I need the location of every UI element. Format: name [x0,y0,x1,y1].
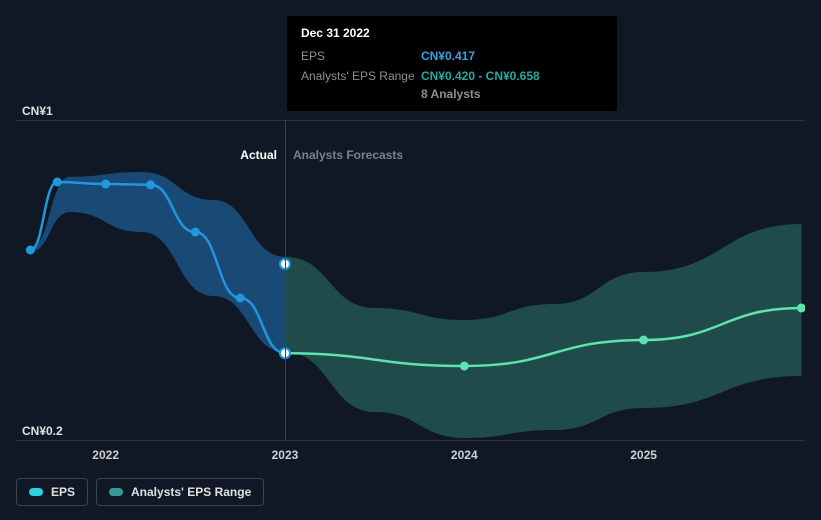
tooltip-analyst-count: 8 Analysts [421,87,603,101]
actual-forecast-divider [285,120,286,440]
tooltip-date: Dec 31 2022 [301,26,603,40]
eps-chart: CN¥1CN¥0.2ActualAnalysts Forecasts202220… [16,120,805,440]
y-gridline [16,440,805,441]
legend-item-eps[interactable]: EPS [16,478,88,506]
legend-item-range[interactable]: Analysts' EPS Range [96,478,264,506]
x-axis-label: 2025 [630,448,657,462]
tooltip-row: EPSCN¥0.417 [301,46,603,66]
y-axis-label: CN¥0.2 [22,424,63,438]
legend-swatch-eps [29,488,43,496]
y-gridline [16,120,805,121]
x-axis-label: 2023 [272,448,299,462]
tooltip-row: Analysts' EPS RangeCN¥0.420 - CN¥0.658 [301,66,603,86]
section-label-actual: Actual [240,148,277,162]
chart-plot-area [16,120,805,440]
tooltip-row-key: Analysts' EPS Range [301,66,421,86]
y-axis-label: CN¥1 [22,104,53,118]
tooltip-row-value: CN¥0.420 - CN¥0.658 [421,66,540,86]
chart-tooltip: Dec 31 2022 EPSCN¥0.417Analysts' EPS Ran… [287,16,617,111]
chart-legend: EPS Analysts' EPS Range [16,478,264,506]
x-axis-label: 2024 [451,448,478,462]
section-label-forecast: Analysts Forecasts [293,148,403,162]
legend-label: Analysts' EPS Range [131,485,251,499]
tooltip-row-value: CN¥0.417 [421,46,475,66]
x-axis-label: 2022 [92,448,119,462]
legend-swatch-range [109,488,123,496]
tooltip-row-key: EPS [301,46,421,66]
legend-label: EPS [51,485,75,499]
